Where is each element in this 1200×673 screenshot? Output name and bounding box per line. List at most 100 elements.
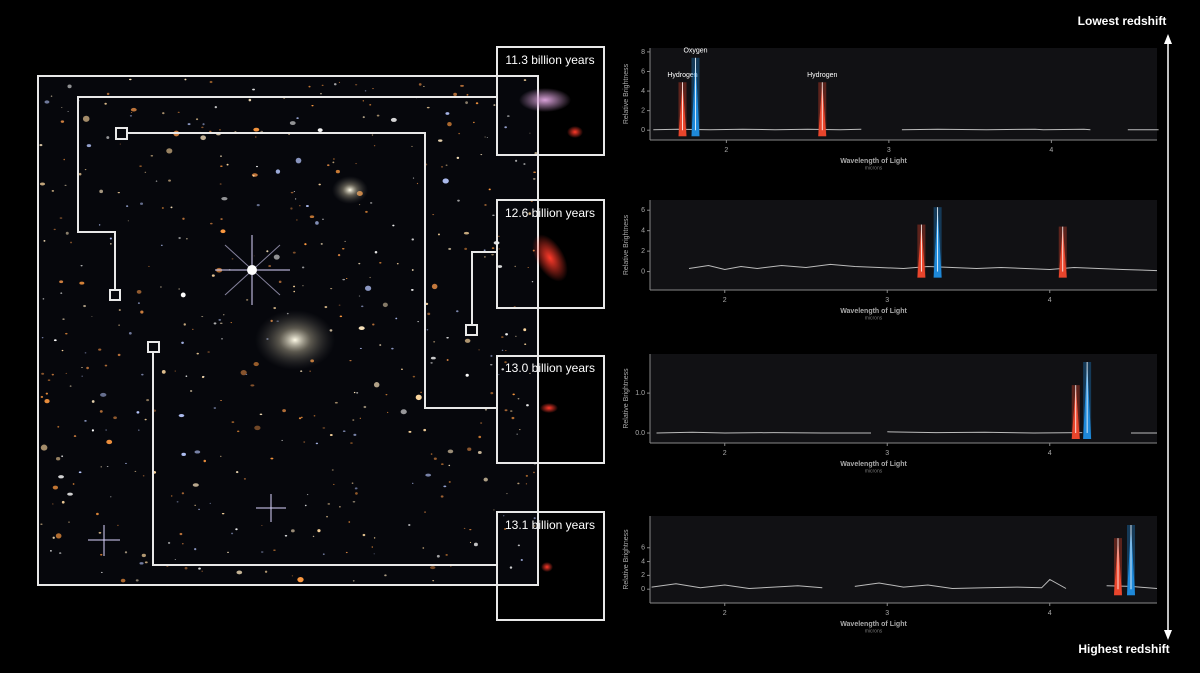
- inset: [496, 355, 605, 464]
- star: [483, 249, 486, 252]
- star: [527, 267, 529, 268]
- star: [100, 553, 103, 556]
- star: [235, 471, 239, 474]
- star: [127, 220, 129, 222]
- star: [309, 370, 311, 372]
- star: [181, 543, 184, 545]
- star: [84, 420, 87, 422]
- star: [52, 536, 55, 539]
- star: [525, 483, 528, 485]
- star: [291, 575, 294, 577]
- star: [243, 477, 247, 480]
- inset: [496, 511, 605, 621]
- star: [91, 400, 95, 403]
- star: [351, 482, 354, 484]
- star: [480, 154, 483, 156]
- star: [213, 407, 217, 409]
- star: [144, 561, 148, 564]
- star: [211, 274, 215, 277]
- star: [70, 241, 73, 244]
- star: [84, 352, 87, 354]
- star: [396, 262, 399, 265]
- star: [203, 459, 207, 463]
- star: [136, 411, 140, 414]
- star: [391, 347, 394, 350]
- star: [44, 398, 50, 404]
- star: [59, 217, 63, 219]
- star: [317, 529, 321, 533]
- star: [448, 464, 451, 467]
- star: [341, 248, 345, 250]
- peak-label: Oxygen: [683, 48, 707, 55]
- star: [155, 180, 158, 182]
- star: [201, 315, 204, 318]
- star: [529, 132, 531, 134]
- star: [355, 163, 358, 165]
- star: [376, 114, 380, 117]
- star: [117, 191, 121, 194]
- star: [302, 285, 304, 287]
- star: [365, 210, 368, 213]
- y-tick-label: 4: [641, 558, 645, 565]
- star: [220, 455, 222, 457]
- star: [466, 93, 469, 96]
- star: [99, 410, 103, 413]
- star: [440, 495, 444, 498]
- star: [47, 379, 51, 381]
- star: [475, 102, 479, 105]
- star: [231, 421, 235, 423]
- star: [498, 248, 500, 250]
- star: [533, 471, 535, 474]
- star: [83, 304, 86, 308]
- star: [300, 416, 303, 419]
- star: [361, 305, 364, 308]
- star: [220, 165, 223, 167]
- star: [181, 492, 185, 495]
- y-tick-label: 2: [641, 572, 645, 579]
- star: [456, 310, 459, 313]
- star: [533, 171, 536, 173]
- star: [185, 375, 188, 378]
- star: [196, 352, 199, 355]
- x-tick-label: 2: [724, 147, 728, 154]
- star: [253, 362, 259, 367]
- star: [41, 372, 45, 375]
- star: [293, 285, 296, 288]
- galaxy-age: 13.0 billion years: [505, 361, 595, 375]
- star: [464, 338, 471, 343]
- star: [178, 236, 181, 240]
- star: [330, 288, 333, 290]
- star: [384, 574, 387, 577]
- star: [61, 455, 64, 458]
- star: [417, 321, 420, 323]
- star: [344, 240, 346, 242]
- star: [448, 247, 452, 251]
- x-axis-unit: microns: [865, 165, 883, 171]
- star: [129, 115, 133, 117]
- star: [181, 341, 184, 344]
- star: [425, 473, 432, 477]
- star: [144, 418, 147, 421]
- star: [523, 79, 527, 81]
- star: [226, 163, 229, 166]
- image-frame: [37, 75, 539, 586]
- star: [528, 212, 532, 215]
- x-tick-label: 2: [723, 610, 727, 617]
- y-tick-label: 6: [641, 545, 645, 552]
- star: [317, 128, 323, 132]
- star: [460, 84, 464, 87]
- star: [109, 237, 112, 240]
- star: [40, 523, 43, 525]
- star: [64, 184, 67, 187]
- star: [281, 439, 283, 441]
- star: [278, 280, 282, 284]
- star: [98, 224, 101, 226]
- star: [219, 129, 221, 131]
- star: [42, 298, 45, 300]
- galaxy-blob: [519, 88, 571, 112]
- star: [400, 409, 407, 415]
- star: [312, 535, 315, 538]
- star: [96, 512, 99, 516]
- star: [270, 457, 274, 460]
